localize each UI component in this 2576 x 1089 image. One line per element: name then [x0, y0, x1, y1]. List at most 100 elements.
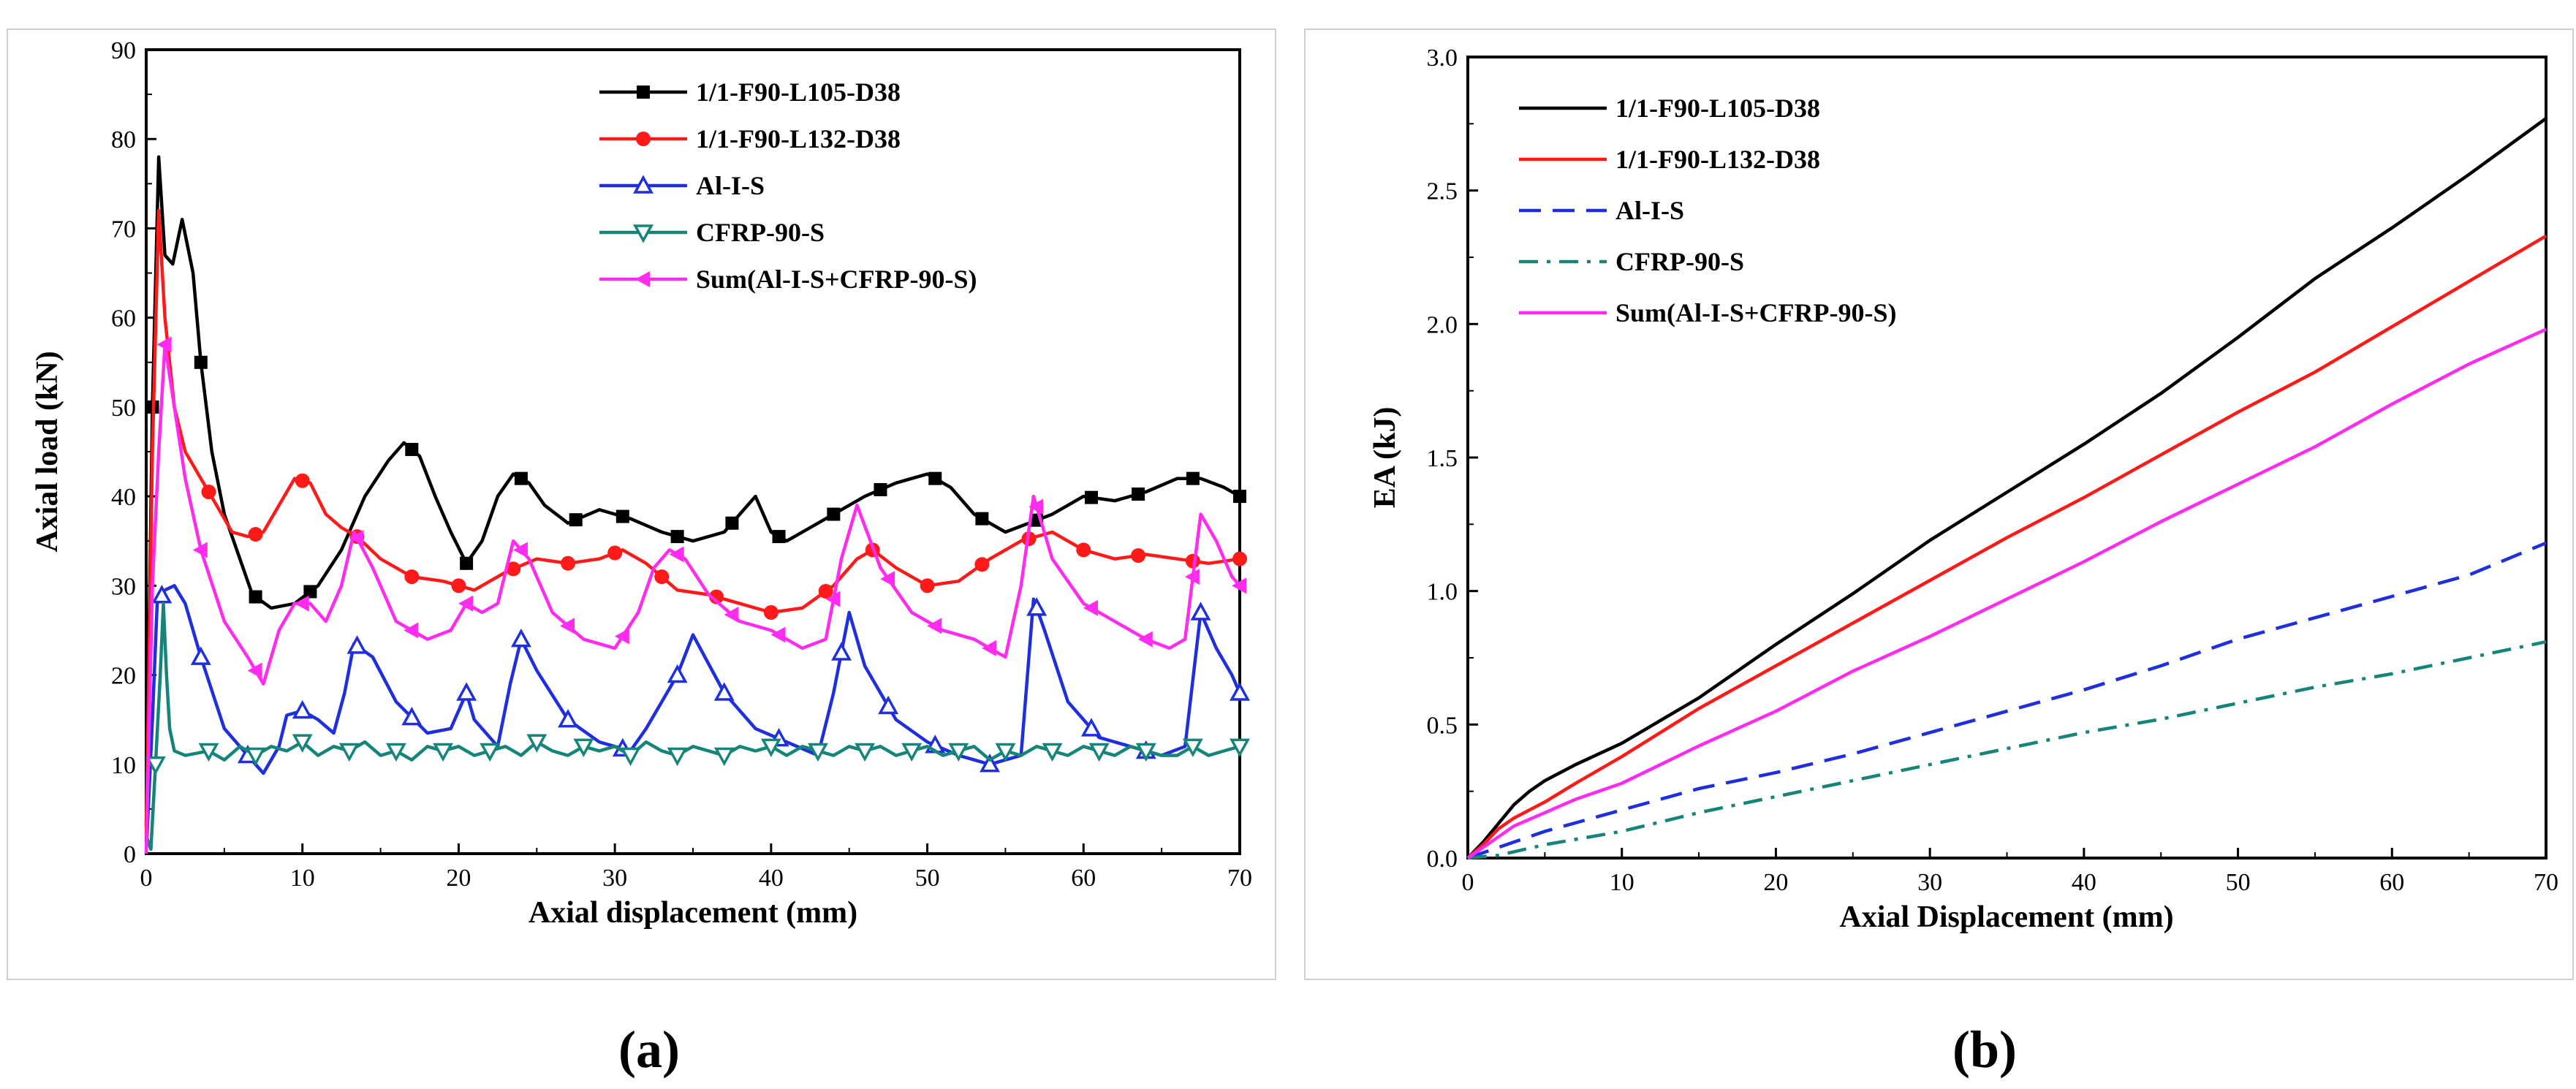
- panel-a-marker-sum-al-i-s-cfrp-90-s: [982, 640, 997, 656]
- panel-a-legend-marker-1-1-f90-l105-d38: [637, 86, 650, 99]
- panel-b-line-al-i-s: [1467, 541, 2547, 860]
- panel-a-marker-1-1-f90-l132-d38: [295, 473, 310, 488]
- panel-a-marker-cfrp-90-s: [573, 738, 594, 757]
- panel-a-marker-1-1-f90-l132-d38: [1131, 548, 1146, 564]
- panel-a-marker-sum-al-i-s-cfrp-90-s: [192, 542, 208, 558]
- panel-a-marker-1-1-f90-l132-d38: [1232, 551, 1247, 566]
- panel-b-legend-label-al-i-s: Al-I-S: [1615, 196, 1684, 225]
- panel-a-marker-1-1-f90-l105-d38: [874, 482, 887, 496]
- panel-a-x-tick-label: 10: [290, 865, 315, 892]
- panel-b-x-tick-label: 30: [1917, 869, 1942, 896]
- panel-a-marker-cfrp-90-s: [855, 743, 876, 762]
- panel-a-x-tick-label: 50: [915, 865, 940, 892]
- panel-a-marker-sum-al-i-s-cfrp-90-s: [156, 336, 172, 353]
- panel-b-legend-label-1-1-f90-l132-d38: 1/1-F90-L132-D38: [1615, 145, 1820, 174]
- panel-a-marker-cfrp-90-s: [713, 747, 735, 767]
- panel-a-marker-sum-al-i-s-cfrp-90-s: [404, 622, 419, 639]
- panel-a-marker-sum-al-i-s-cfrp-90-s: [1184, 569, 1200, 585]
- panel-a-x-tick-label: 40: [759, 865, 784, 892]
- panel-a-marker-1-1-f90-l105-d38: [405, 442, 419, 456]
- panel-b-series-cfrp-90-s: [1467, 640, 2547, 860]
- panel-a-marker-cfrp-90-s: [198, 743, 219, 762]
- panel-a-marker-1-1-f90-l105-d38: [725, 516, 739, 530]
- panel-a-marker-sum-al-i-s-cfrp-90-s: [294, 595, 309, 612]
- panel-a-y-tick-label: 30: [111, 573, 136, 600]
- panel-b-x-tick-label: 50: [2226, 869, 2251, 896]
- panel-a-x-tick-label: 70: [1227, 865, 1252, 892]
- panel-a-y-tick-label: 40: [111, 484, 136, 511]
- panel-a-marker-al-i-s: [510, 629, 531, 648]
- panel-a-marker-1-1-f90-l132-d38: [818, 583, 833, 599]
- panel-b-series-al-i-s: [1467, 541, 2547, 860]
- panel-a-marker-al-i-s: [1081, 718, 1102, 737]
- panel-a-marker-al-i-s: [831, 642, 852, 661]
- panel-a-marker-sum-al-i-s-cfrp-90-s: [1232, 577, 1246, 594]
- panel-a-marker-1-1-f90-l105-d38: [303, 585, 317, 599]
- panel-a-marker-1-1-f90-l105-d38: [1132, 487, 1145, 501]
- panel-b-x-tick-label: 0: [1462, 869, 1474, 896]
- panel-a-marker-1-1-f90-l105-d38: [1084, 490, 1098, 504]
- panel-a-marker-al-i-s: [1230, 682, 1250, 701]
- panel-a-marker-sum-al-i-s-cfrp-90-s: [349, 530, 364, 547]
- panel-a-marker-sum-al-i-s-cfrp-90-s: [669, 546, 684, 563]
- panel-a-legend-label-1-1-f90-l132-d38: 1/1-F90-L132-D38: [696, 124, 901, 153]
- panel-a-marker-sum-al-i-s-cfrp-90-s: [825, 591, 841, 607]
- panel-a-caption: (a): [618, 1020, 680, 1079]
- panel-a-marker-1-1-f90-l105-d38: [772, 530, 786, 544]
- panel-a-marker-cfrp-90-s: [245, 747, 266, 767]
- panel-a-marker-cfrp-90-s: [667, 747, 688, 767]
- panel-a-marker-1-1-f90-l132-d38: [248, 527, 263, 542]
- panel-b-series-1-1-f90-l132-d38: [1466, 234, 2547, 860]
- panel-a-marker-al-i-s: [401, 706, 423, 726]
- panel-a-marker-cfrp-90-s: [1088, 743, 1110, 762]
- panel-a-border: [7, 29, 1276, 980]
- panel-a-marker-al-i-s: [713, 682, 735, 701]
- panel-b-x-tick-label: 60: [2379, 869, 2404, 896]
- panel-a-marker-sum-al-i-s-cfrp-90-s: [458, 595, 474, 612]
- panel-b-line-cfrp-90-s: [1467, 640, 2547, 860]
- panel-a-marker-cfrp-90-s: [338, 743, 360, 762]
- panel-a-x-tick-label: 60: [1071, 865, 1096, 892]
- panel-b-y-axis-label: EA (kJ): [1368, 407, 1402, 509]
- panel-a-marker-cfrp-90-s: [948, 743, 969, 762]
- panel-a-series-1-1-f90-l132-d38: [144, 208, 1247, 836]
- panel-a-marker-1-1-f90-l105-d38: [249, 590, 262, 604]
- panel-a-marker-cfrp-90-s: [292, 734, 313, 753]
- panel-a-series-1-1-f90-l105-d38: [144, 155, 1246, 827]
- panel-a-marker-al-i-s: [1026, 597, 1048, 616]
- panel-b-x-tick-label: 40: [2072, 869, 2096, 896]
- panel-a-series-cfrp-90-s: [144, 602, 1250, 851]
- panel-a-legend-label-sum-al-i-s-cfrp-90-s: Sum(Al-I-S+CFRP-90-S): [696, 265, 977, 294]
- panel-a-y-tick-label: 0: [124, 841, 136, 868]
- panel-a-legend-label-al-i-s: Al-I-S: [696, 171, 765, 200]
- panel-a-y-tick-label: 90: [111, 37, 136, 64]
- panel-b-border: [1304, 29, 2574, 980]
- panel-b-legend-label-1-1-f90-l105-d38: 1/1-F90-L105-D38: [1615, 94, 1820, 123]
- panel-a-marker-sum-al-i-s-cfrp-90-s: [614, 628, 629, 645]
- panel-a-series-sum-al-i-s-cfrp-90-s: [144, 336, 1246, 854]
- panel-a-marker-cfrp-90-s: [526, 734, 548, 753]
- panel-a-marker-1-1-f90-l105-d38: [1233, 490, 1246, 504]
- panel-a-marker-1-1-f90-l132-d38: [920, 578, 935, 593]
- panel-a-marker-al-i-s: [292, 699, 313, 719]
- panel-a-marker-1-1-f90-l105-d38: [615, 509, 629, 523]
- panel-a-marker-1-1-f90-l132-d38: [201, 485, 216, 499]
- panel-a-marker-cfrp-90-s: [385, 743, 406, 762]
- panel-b-x-axis-label: Axial Displacement (mm): [1839, 900, 2173, 934]
- panel-b-y-tick-label: 0.0: [1427, 846, 1458, 873]
- panel-a-marker-cfrp-90-s: [1042, 743, 1063, 762]
- panel-a-legend: 1/1-F90-L105-D38 1/1-F90-L132-D38 Al-I-S CF…: [599, 77, 977, 294]
- panel-a-line-1-1-f90-l105-d38: [144, 155, 1241, 827]
- panel-b-x-tick-label: 10: [1610, 869, 1634, 896]
- panel-a-marker-sum-al-i-s-cfrp-90-s: [247, 662, 262, 679]
- panel-a-marker-1-1-f90-l132-d38: [654, 569, 670, 585]
- panel-b-legend-label-cfrp-90-s: CFRP-90-S: [1615, 247, 1744, 276]
- panel-a-marker-1-1-f90-l132-d38: [1076, 542, 1091, 558]
- panel-b-y-tick-label: 2.0: [1427, 311, 1458, 338]
- panel-a-marker-1-1-f90-l132-d38: [607, 545, 623, 561]
- panel-b-ticks: 0 10 20 30 40 50 60 70 0.0 0.5 1.0 1.5 2.0 2.5 3.0: [1427, 45, 2559, 896]
- panel-a-marker-1-1-f90-l105-d38: [670, 530, 684, 544]
- panel-b-legend: 1/1-F90-L105-D38 1/1-F90-L132-D38 Al-I-S CF…: [1519, 94, 1897, 327]
- panel-b-x-tick-label: 20: [1763, 869, 1788, 896]
- panel-b-caption: (b): [1952, 1020, 2017, 1079]
